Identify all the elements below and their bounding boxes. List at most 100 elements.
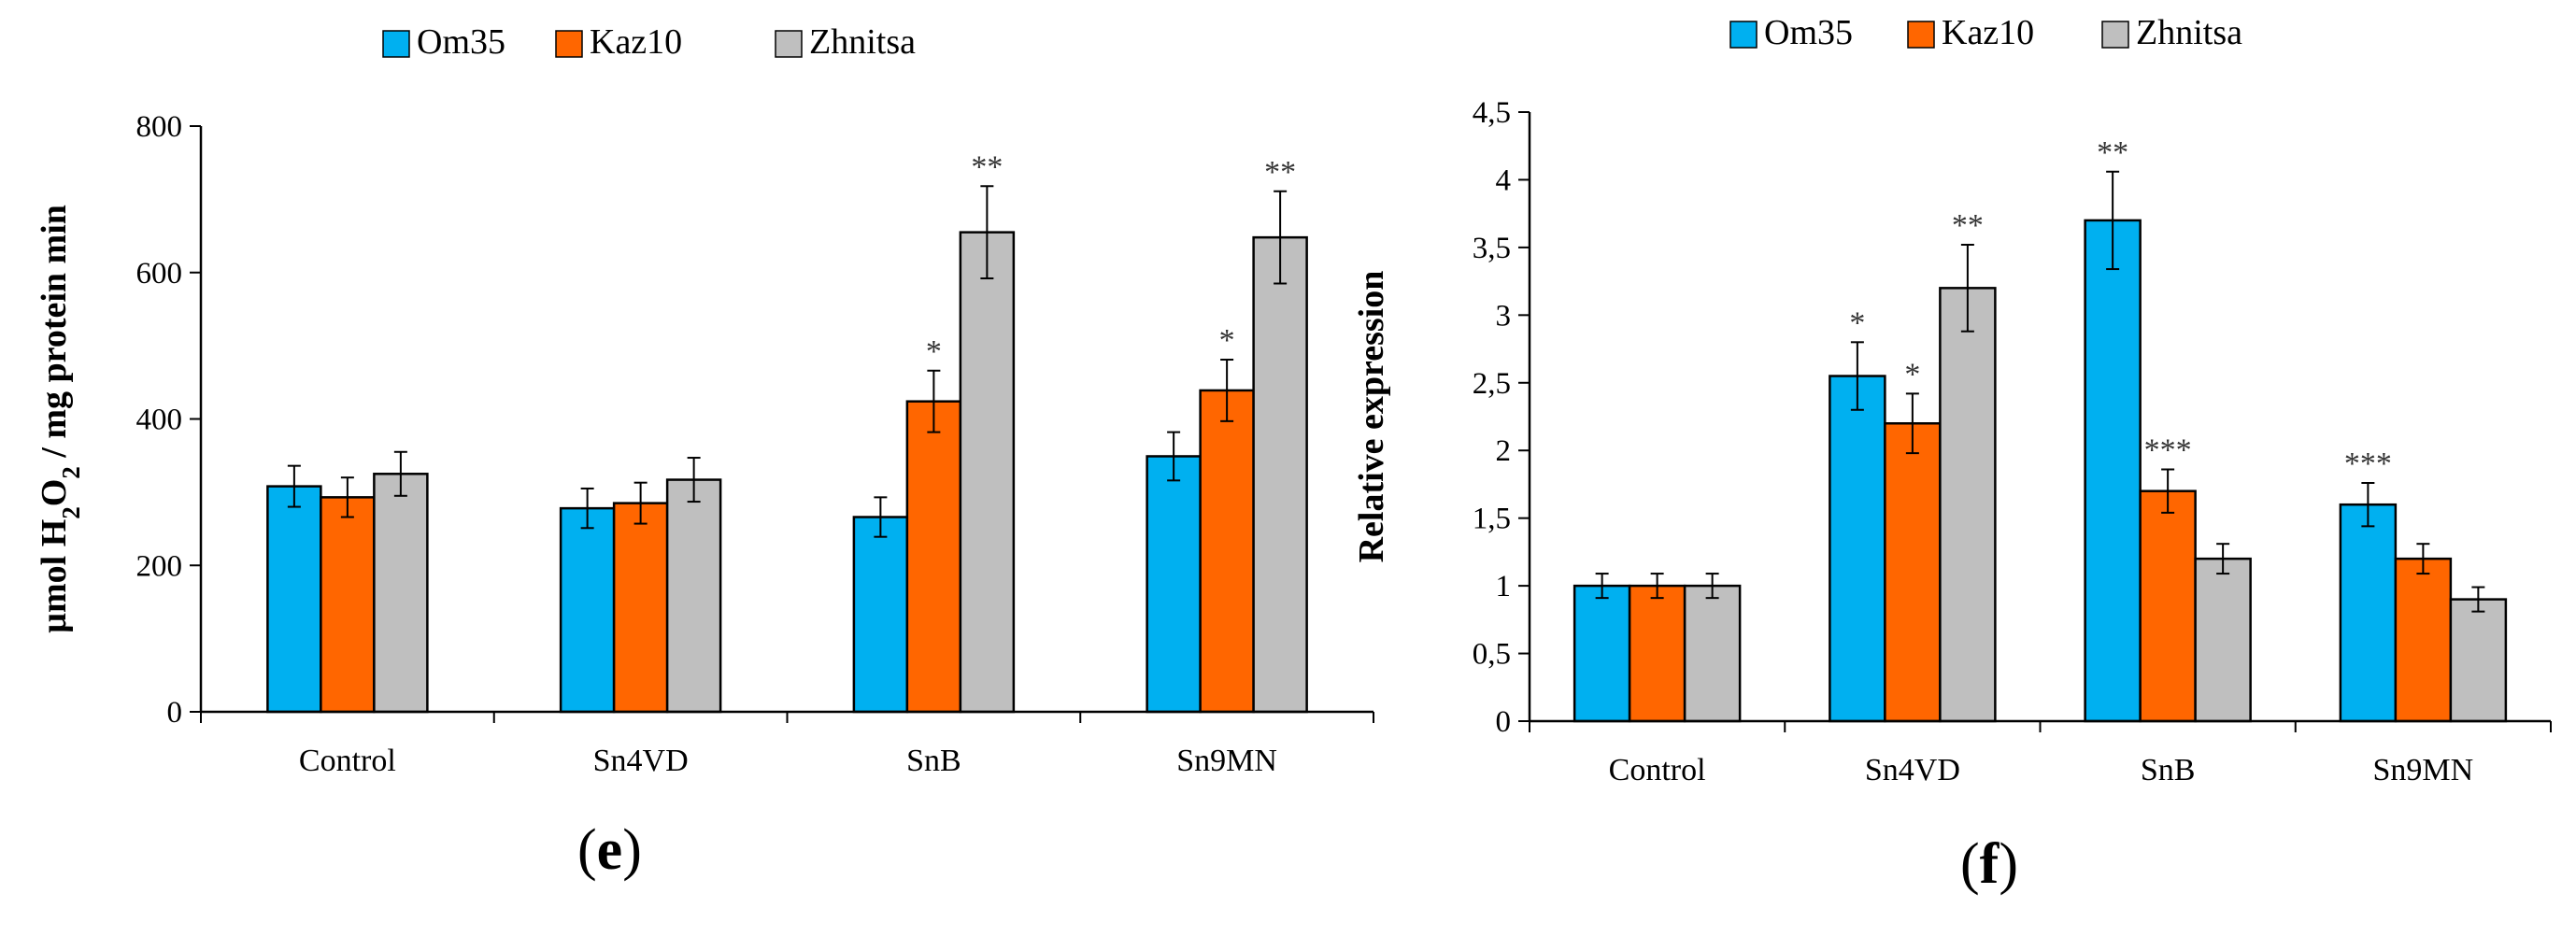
legend-swatch	[1907, 21, 1935, 49]
bar-zhnitsa	[1683, 584, 1742, 723]
x-tick-label: Control	[1609, 753, 1706, 787]
legend-swatch	[1729, 21, 1758, 49]
error-bar	[1650, 573, 1664, 600]
significance-mark: **	[1952, 208, 1984, 243]
legend: Om35 Kaz10 Zhnitsa	[382, 22, 916, 62]
label-part: / mg protein min	[35, 205, 74, 466]
error-bar	[874, 496, 888, 538]
subscript: 2	[57, 506, 85, 519]
error-bar	[1167, 431, 1181, 482]
error-bar	[1595, 573, 1609, 600]
significance-mark: ***	[2144, 433, 2192, 468]
y-tick-label: 200	[136, 549, 183, 583]
y-tick-label: 0	[167, 696, 183, 730]
panel-label-letter: f	[1980, 832, 2000, 896]
significance-mark: *	[1849, 305, 1865, 340]
bar-om35	[2084, 219, 2142, 723]
panel-label: (e)	[577, 818, 642, 882]
panel-label-paren: (	[1960, 832, 1980, 896]
bar-kaz10	[2139, 489, 2197, 723]
subscript: 2	[57, 466, 85, 479]
label-part: µmol H	[35, 519, 74, 633]
bar-kaz10	[2394, 557, 2453, 723]
panel-label-paren: (	[577, 818, 597, 882]
panel-label: (f)	[1960, 832, 2018, 896]
bar-kaz10	[612, 502, 669, 714]
legend-label: Zhnitsa	[2136, 13, 2242, 52]
x-tick-label: SnB	[2141, 753, 2196, 787]
bar-zhnitsa	[2194, 557, 2252, 723]
chart-panel-f: Om35 Kaz10 ZhnitsaControl****Sn4VD*****SnB…	[1352, 13, 2552, 896]
error-bar	[1905, 392, 1919, 455]
error-bar	[2106, 170, 2120, 271]
error-bar	[2361, 481, 2375, 528]
y-tick-label: 400	[136, 404, 183, 437]
y-tick-label: 4	[1496, 163, 1512, 197]
panel-label-letter: e	[597, 818, 623, 882]
y-tick-label: 3,5	[1473, 232, 1511, 265]
bar-om35	[1573, 584, 1631, 723]
x-tick-label: Sn9MN	[2373, 753, 2474, 787]
bar-om35	[2339, 503, 2398, 723]
x-tick-label: Sn4VD	[593, 744, 689, 778]
legend-swatch	[775, 30, 803, 58]
bar-om35	[266, 485, 322, 714]
error-bar	[2216, 543, 2230, 575]
bar-kaz10	[320, 496, 376, 714]
y-tick-label: 0,5	[1473, 638, 1511, 672]
label-part: O	[35, 479, 74, 507]
y-tick-label: 0	[1496, 705, 1512, 739]
bar-zhnitsa	[1252, 235, 1308, 714]
bar-zhnitsa	[2449, 598, 2508, 723]
significance-mark: ***	[2344, 447, 2392, 481]
legend-label: Om35	[1764, 13, 1853, 52]
x-tick-label: SnB	[906, 744, 961, 778]
x-tick-label: Sn4VD	[1865, 753, 1960, 787]
bar-om35	[1829, 375, 1886, 723]
legend: Om35 Kaz10 Zhnitsa	[1729, 13, 2242, 52]
significance-mark: **	[2097, 135, 2128, 170]
bar-zhnitsa	[1939, 287, 1997, 723]
bar-zhnitsa	[665, 478, 722, 714]
bar-om35	[852, 516, 909, 714]
y-tick-label: 1,5	[1473, 503, 1511, 536]
legend-swatch	[382, 30, 410, 58]
bar-kaz10	[905, 400, 962, 714]
significance-mark: **	[971, 149, 1003, 184]
y-axis-label: Relative expression	[1352, 271, 1391, 563]
legend-swatch	[555, 30, 583, 58]
error-bar	[1274, 190, 1288, 285]
bar-zhnitsa	[373, 473, 429, 714]
error-bar	[1220, 359, 1234, 422]
error-bar	[393, 450, 407, 497]
y-tick-label: 1	[1496, 570, 1512, 603]
error-bar	[980, 185, 994, 280]
legend-label: Kaz10	[590, 22, 682, 62]
y-tick-label: 2,5	[1473, 367, 1511, 401]
error-bar	[1705, 573, 1719, 600]
error-bar	[633, 481, 648, 525]
y-axis-label: µmol H2O2 / mg protein min	[35, 205, 85, 633]
bar-kaz10	[1199, 389, 1255, 714]
error-bar	[687, 457, 701, 503]
error-bar	[580, 487, 594, 530]
error-bar	[927, 369, 941, 433]
error-bar	[1960, 243, 1974, 333]
bar-om35	[1146, 455, 1202, 714]
error-bar	[2161, 468, 2175, 514]
panel-label-paren: )	[622, 818, 642, 882]
y-tick-label: 4,5	[1473, 96, 1511, 130]
bar-zhnitsa	[959, 231, 1016, 714]
error-bar	[2471, 586, 2485, 613]
bar-kaz10	[1884, 421, 1942, 723]
significance-mark: *	[926, 334, 942, 369]
legend-swatch	[2101, 21, 2129, 49]
significance-mark: **	[1264, 155, 1296, 190]
significance-mark: *	[1904, 357, 1920, 391]
y-tick-label: 600	[136, 257, 183, 291]
bar-om35	[559, 506, 616, 714]
error-bar	[2416, 543, 2430, 575]
legend-label: Om35	[417, 22, 505, 62]
error-bar	[1850, 341, 1864, 411]
